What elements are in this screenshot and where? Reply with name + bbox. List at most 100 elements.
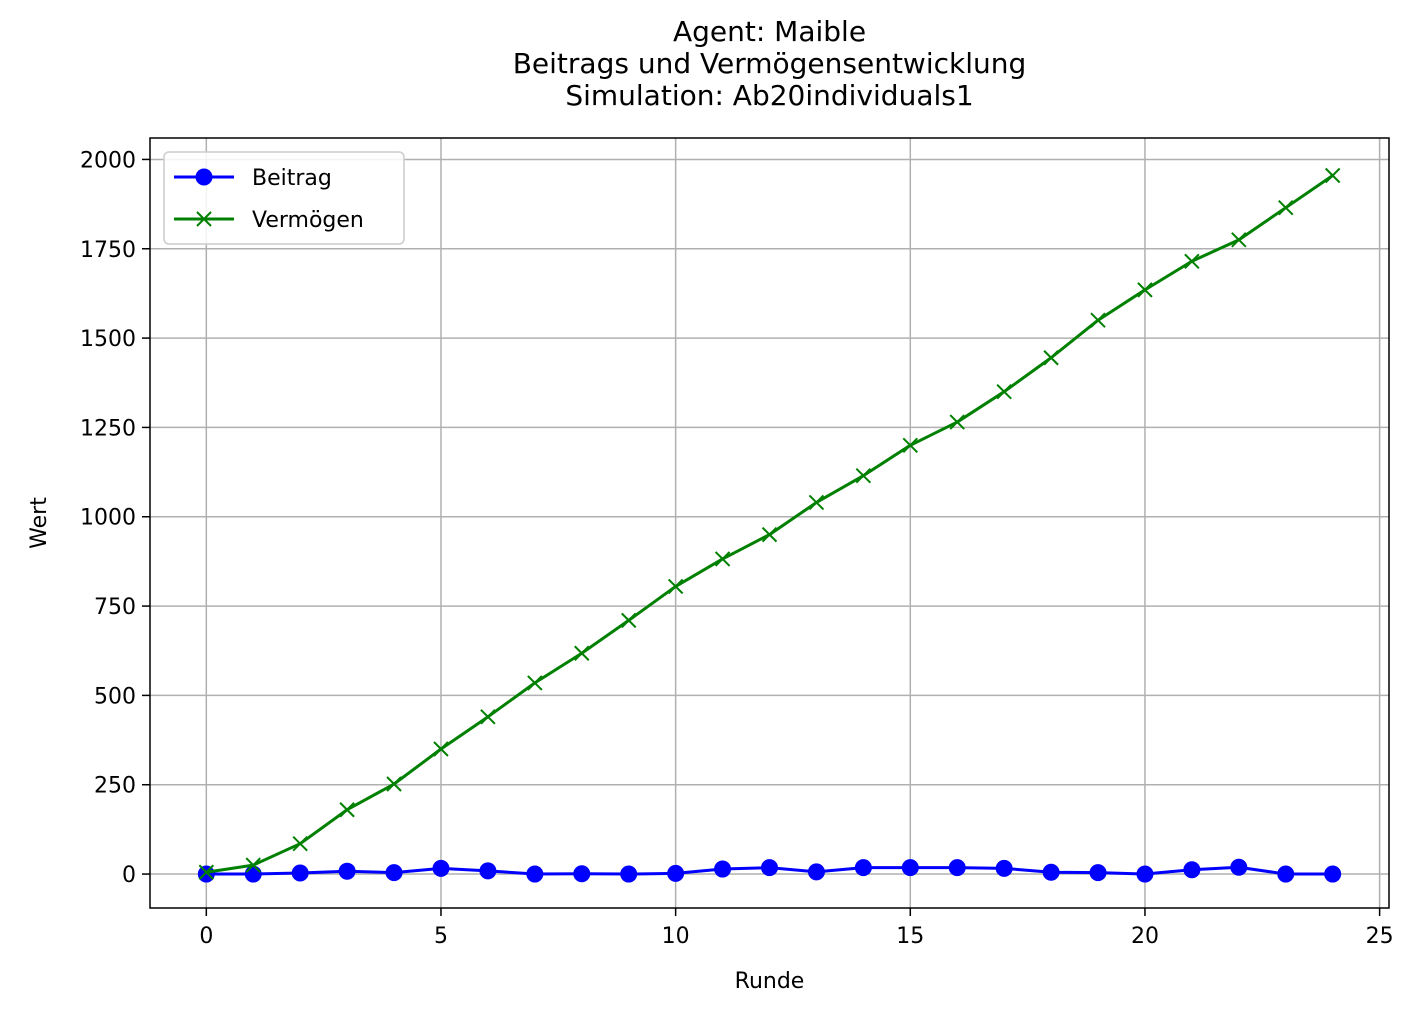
data-point xyxy=(480,709,496,725)
x-marker-stroke xyxy=(1090,312,1106,328)
data-point xyxy=(526,865,544,883)
data-point xyxy=(1042,863,1060,881)
data-point xyxy=(386,776,402,792)
x-tick-label: 15 xyxy=(896,924,924,949)
x-marker-stroke xyxy=(196,211,212,227)
x-marker-stroke xyxy=(292,835,308,852)
data-point xyxy=(996,383,1012,400)
data-point xyxy=(574,645,590,661)
legend: Beitrag Vermögen xyxy=(163,151,405,245)
legend-item-beitrag: Beitrag xyxy=(174,166,332,191)
data-point xyxy=(244,865,262,883)
series-vermoegen xyxy=(198,167,1341,880)
data-point xyxy=(854,859,872,877)
x-marker-stroke xyxy=(480,709,496,725)
x-marker-stroke xyxy=(527,675,543,691)
data-point xyxy=(667,864,685,882)
data-point xyxy=(667,578,684,595)
legend-box xyxy=(163,151,405,245)
x-marker-stroke xyxy=(902,437,919,453)
data-point xyxy=(855,467,872,484)
data-point xyxy=(995,859,1013,877)
x-marker-stroke xyxy=(620,612,637,629)
x-tick-label: 5 xyxy=(434,924,448,949)
chart-title-line-2: Beitrags und Vermögensentwicklung xyxy=(512,47,1027,80)
x-marker-stroke xyxy=(1231,232,1247,248)
x-marker-stroke xyxy=(1043,350,1059,366)
data-point xyxy=(1136,865,1154,883)
legend-label: Vermögen xyxy=(252,208,364,233)
x-marker-stroke xyxy=(808,494,825,511)
x-marker-stroke xyxy=(996,383,1012,400)
legend-label: Beitrag xyxy=(252,166,332,191)
x-marker-stroke xyxy=(339,802,355,818)
x-tick-label: 10 xyxy=(662,924,690,949)
legend-marker xyxy=(195,168,213,186)
y-tick-label: 1500 xyxy=(80,327,136,352)
data-point xyxy=(714,860,732,878)
x-marker-stroke xyxy=(855,467,872,484)
chart-title-line-1: Agent: Maible xyxy=(672,15,867,48)
data-point xyxy=(1324,865,1342,883)
data-point xyxy=(808,494,825,511)
data-point xyxy=(1324,167,1341,184)
x-marker-stroke xyxy=(949,414,965,430)
data-point xyxy=(432,859,450,877)
chart-title-line-3: Simulation: Ab20individuals1 xyxy=(565,79,974,112)
y-tick-label: 750 xyxy=(94,595,136,620)
y-tick-label: 0 xyxy=(122,863,136,888)
data-point xyxy=(761,859,778,877)
y-axis: 0 250 500 750 1000 1250 1500 1750 2000 xyxy=(80,148,150,888)
data-point xyxy=(433,741,449,757)
x-marker-stroke xyxy=(433,741,449,757)
x-marker-stroke xyxy=(667,578,684,595)
data-point xyxy=(1184,253,1200,269)
data-point xyxy=(949,414,965,430)
x-marker-stroke xyxy=(198,864,215,880)
data-point xyxy=(1231,232,1247,248)
y-tick-label: 2000 xyxy=(80,148,136,173)
x-marker-stroke xyxy=(1324,167,1341,184)
x-marker-stroke xyxy=(1278,199,1294,216)
data-point xyxy=(807,863,825,881)
y-tick-label: 250 xyxy=(94,774,136,799)
data-point xyxy=(1183,861,1201,879)
data-point xyxy=(948,859,966,877)
data-point xyxy=(198,864,215,880)
data-point xyxy=(339,802,355,818)
data-point xyxy=(714,551,731,567)
data-point xyxy=(620,612,637,629)
y-tick-label: 1750 xyxy=(80,238,136,263)
data-point xyxy=(1043,350,1059,366)
data-point xyxy=(902,437,919,453)
data-point xyxy=(761,526,778,543)
data-point xyxy=(1278,199,1294,216)
x-marker-stroke xyxy=(1137,282,1153,298)
data-point xyxy=(479,862,497,880)
data-point xyxy=(292,835,308,852)
x-axis: 0 5 10 15 20 25 xyxy=(199,908,1394,949)
legend-marker xyxy=(196,211,212,227)
data-point xyxy=(1230,858,1248,876)
y-tick-label: 500 xyxy=(94,684,136,709)
series-beitrag xyxy=(197,858,1342,883)
x-marker-stroke xyxy=(1184,253,1200,269)
data-point xyxy=(901,859,919,877)
y-tick-label: 1000 xyxy=(80,506,136,531)
x-tick-label: 25 xyxy=(1366,924,1394,949)
plot-frame xyxy=(149,137,1390,909)
y-axis-label: Wert xyxy=(27,497,52,549)
data-point xyxy=(338,862,356,880)
x-axis-label: Runde xyxy=(735,969,805,994)
data-point xyxy=(573,865,591,883)
legend-item-vermoegen: Vermögen xyxy=(174,208,364,233)
data-point xyxy=(245,857,261,873)
data-point xyxy=(1089,864,1107,882)
x-marker-stroke xyxy=(245,857,261,873)
data-point xyxy=(291,864,309,882)
data-point xyxy=(385,864,403,882)
data-point xyxy=(620,865,638,883)
data-point xyxy=(1137,282,1153,298)
x-tick-label: 20 xyxy=(1131,924,1159,949)
